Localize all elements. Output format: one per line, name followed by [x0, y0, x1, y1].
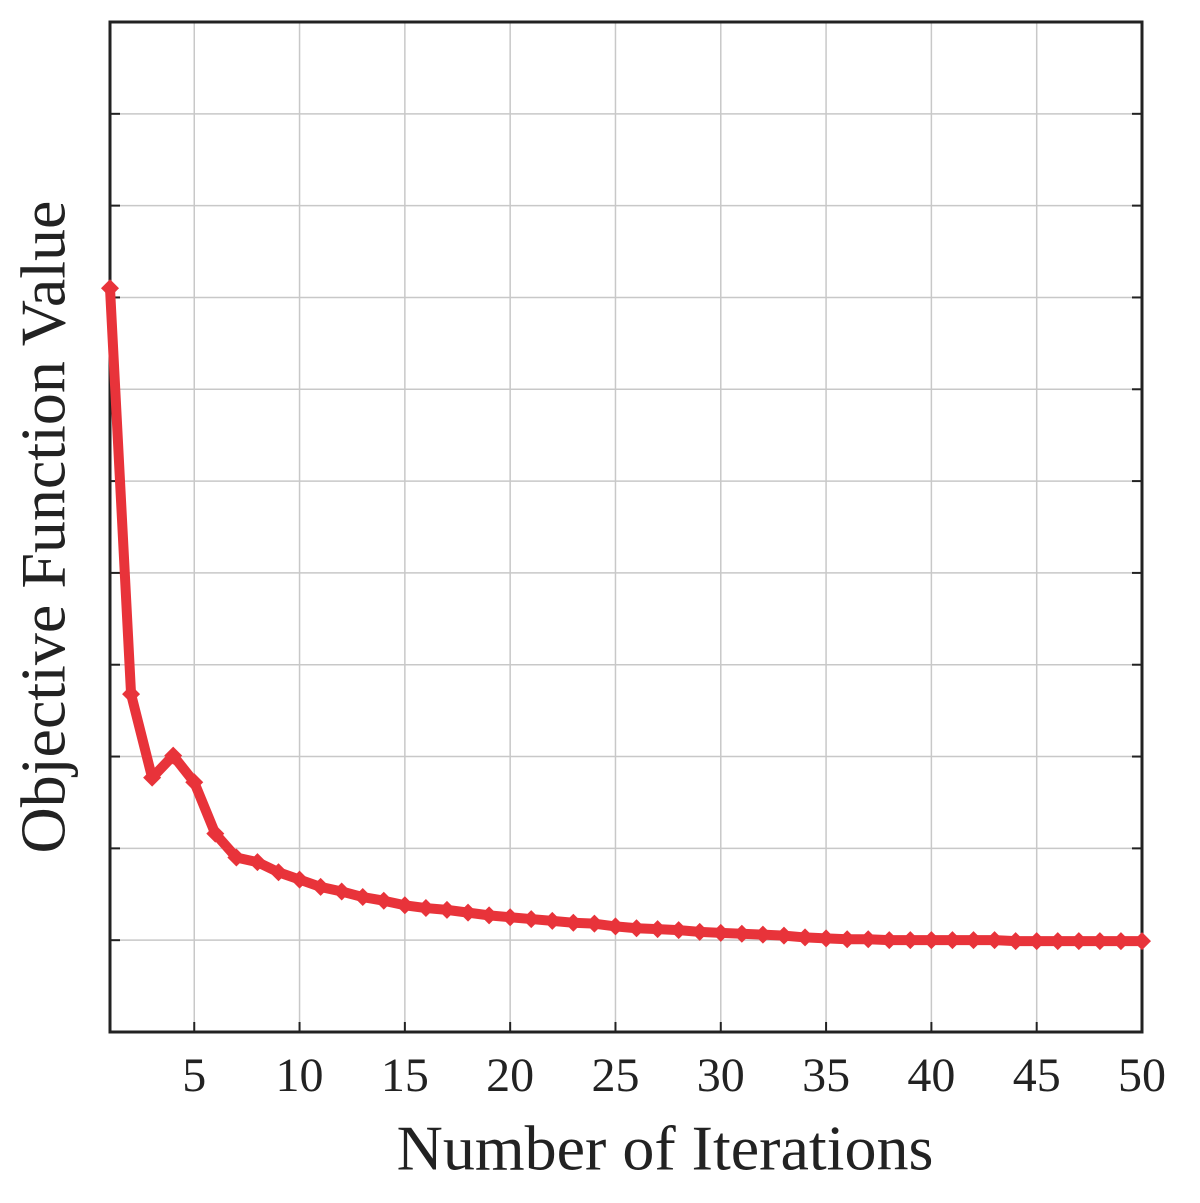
marker: [690, 922, 709, 941]
x-tick-label: 50: [1118, 1049, 1166, 1102]
x-tick-label: 5: [182, 1049, 206, 1102]
x-tick-label: 20: [486, 1049, 534, 1102]
marker: [459, 903, 478, 922]
marker: [1133, 932, 1151, 951]
marker: [796, 928, 815, 947]
marker: [269, 863, 288, 882]
marker: [985, 931, 1004, 950]
marker: [248, 853, 267, 872]
marker: [416, 899, 435, 918]
marker: [943, 931, 962, 950]
x-axis-label: Number of Iterations: [397, 1113, 934, 1184]
marker: [332, 882, 351, 901]
x-tick-label: 45: [1013, 1049, 1061, 1102]
marker: [774, 926, 793, 945]
marker: [732, 924, 751, 943]
marker: [501, 908, 520, 927]
series-line: [105, 288, 1142, 947]
marker: [606, 917, 625, 936]
marker: [480, 906, 499, 925]
marker: [311, 877, 330, 896]
marker: [1027, 932, 1046, 951]
marker: [353, 888, 372, 907]
x-tick-label: 15: [381, 1049, 429, 1102]
x-tick-label: 30: [697, 1049, 745, 1102]
marker: [859, 930, 878, 949]
x-tick-label: 35: [802, 1049, 850, 1102]
marker: [101, 279, 119, 298]
marker: [880, 931, 899, 950]
marker: [669, 921, 688, 940]
marker: [522, 910, 541, 929]
marker: [374, 891, 393, 910]
plot-frame: [108, 20, 1144, 1034]
marker: [817, 929, 836, 948]
marker: [753, 925, 772, 944]
marker: [206, 824, 225, 843]
marker: [1048, 932, 1067, 951]
marker: [1090, 932, 1109, 951]
x-tick-label: 25: [591, 1049, 639, 1102]
marker: [437, 900, 456, 919]
marker: [838, 930, 857, 949]
marker: [564, 913, 583, 932]
marker: [1069, 932, 1088, 951]
marker: [290, 870, 309, 889]
marker: [648, 920, 667, 939]
marker: [901, 931, 920, 950]
x-tick-label: 10: [276, 1049, 324, 1102]
marker: [164, 746, 183, 765]
marker: [585, 914, 604, 933]
marker: [627, 919, 646, 938]
x-tick-label: 40: [907, 1049, 955, 1102]
marker: [185, 773, 204, 792]
marker: [1111, 932, 1130, 951]
marker: [543, 911, 562, 930]
y-axis-label: Objective Function Value: [8, 201, 79, 854]
marker: [395, 896, 414, 915]
marker: [1006, 932, 1025, 951]
marker: [964, 931, 983, 950]
marker: [711, 923, 730, 942]
marker: [922, 931, 941, 950]
marker: [122, 685, 141, 704]
marker: [227, 848, 246, 867]
marker: [143, 768, 162, 787]
